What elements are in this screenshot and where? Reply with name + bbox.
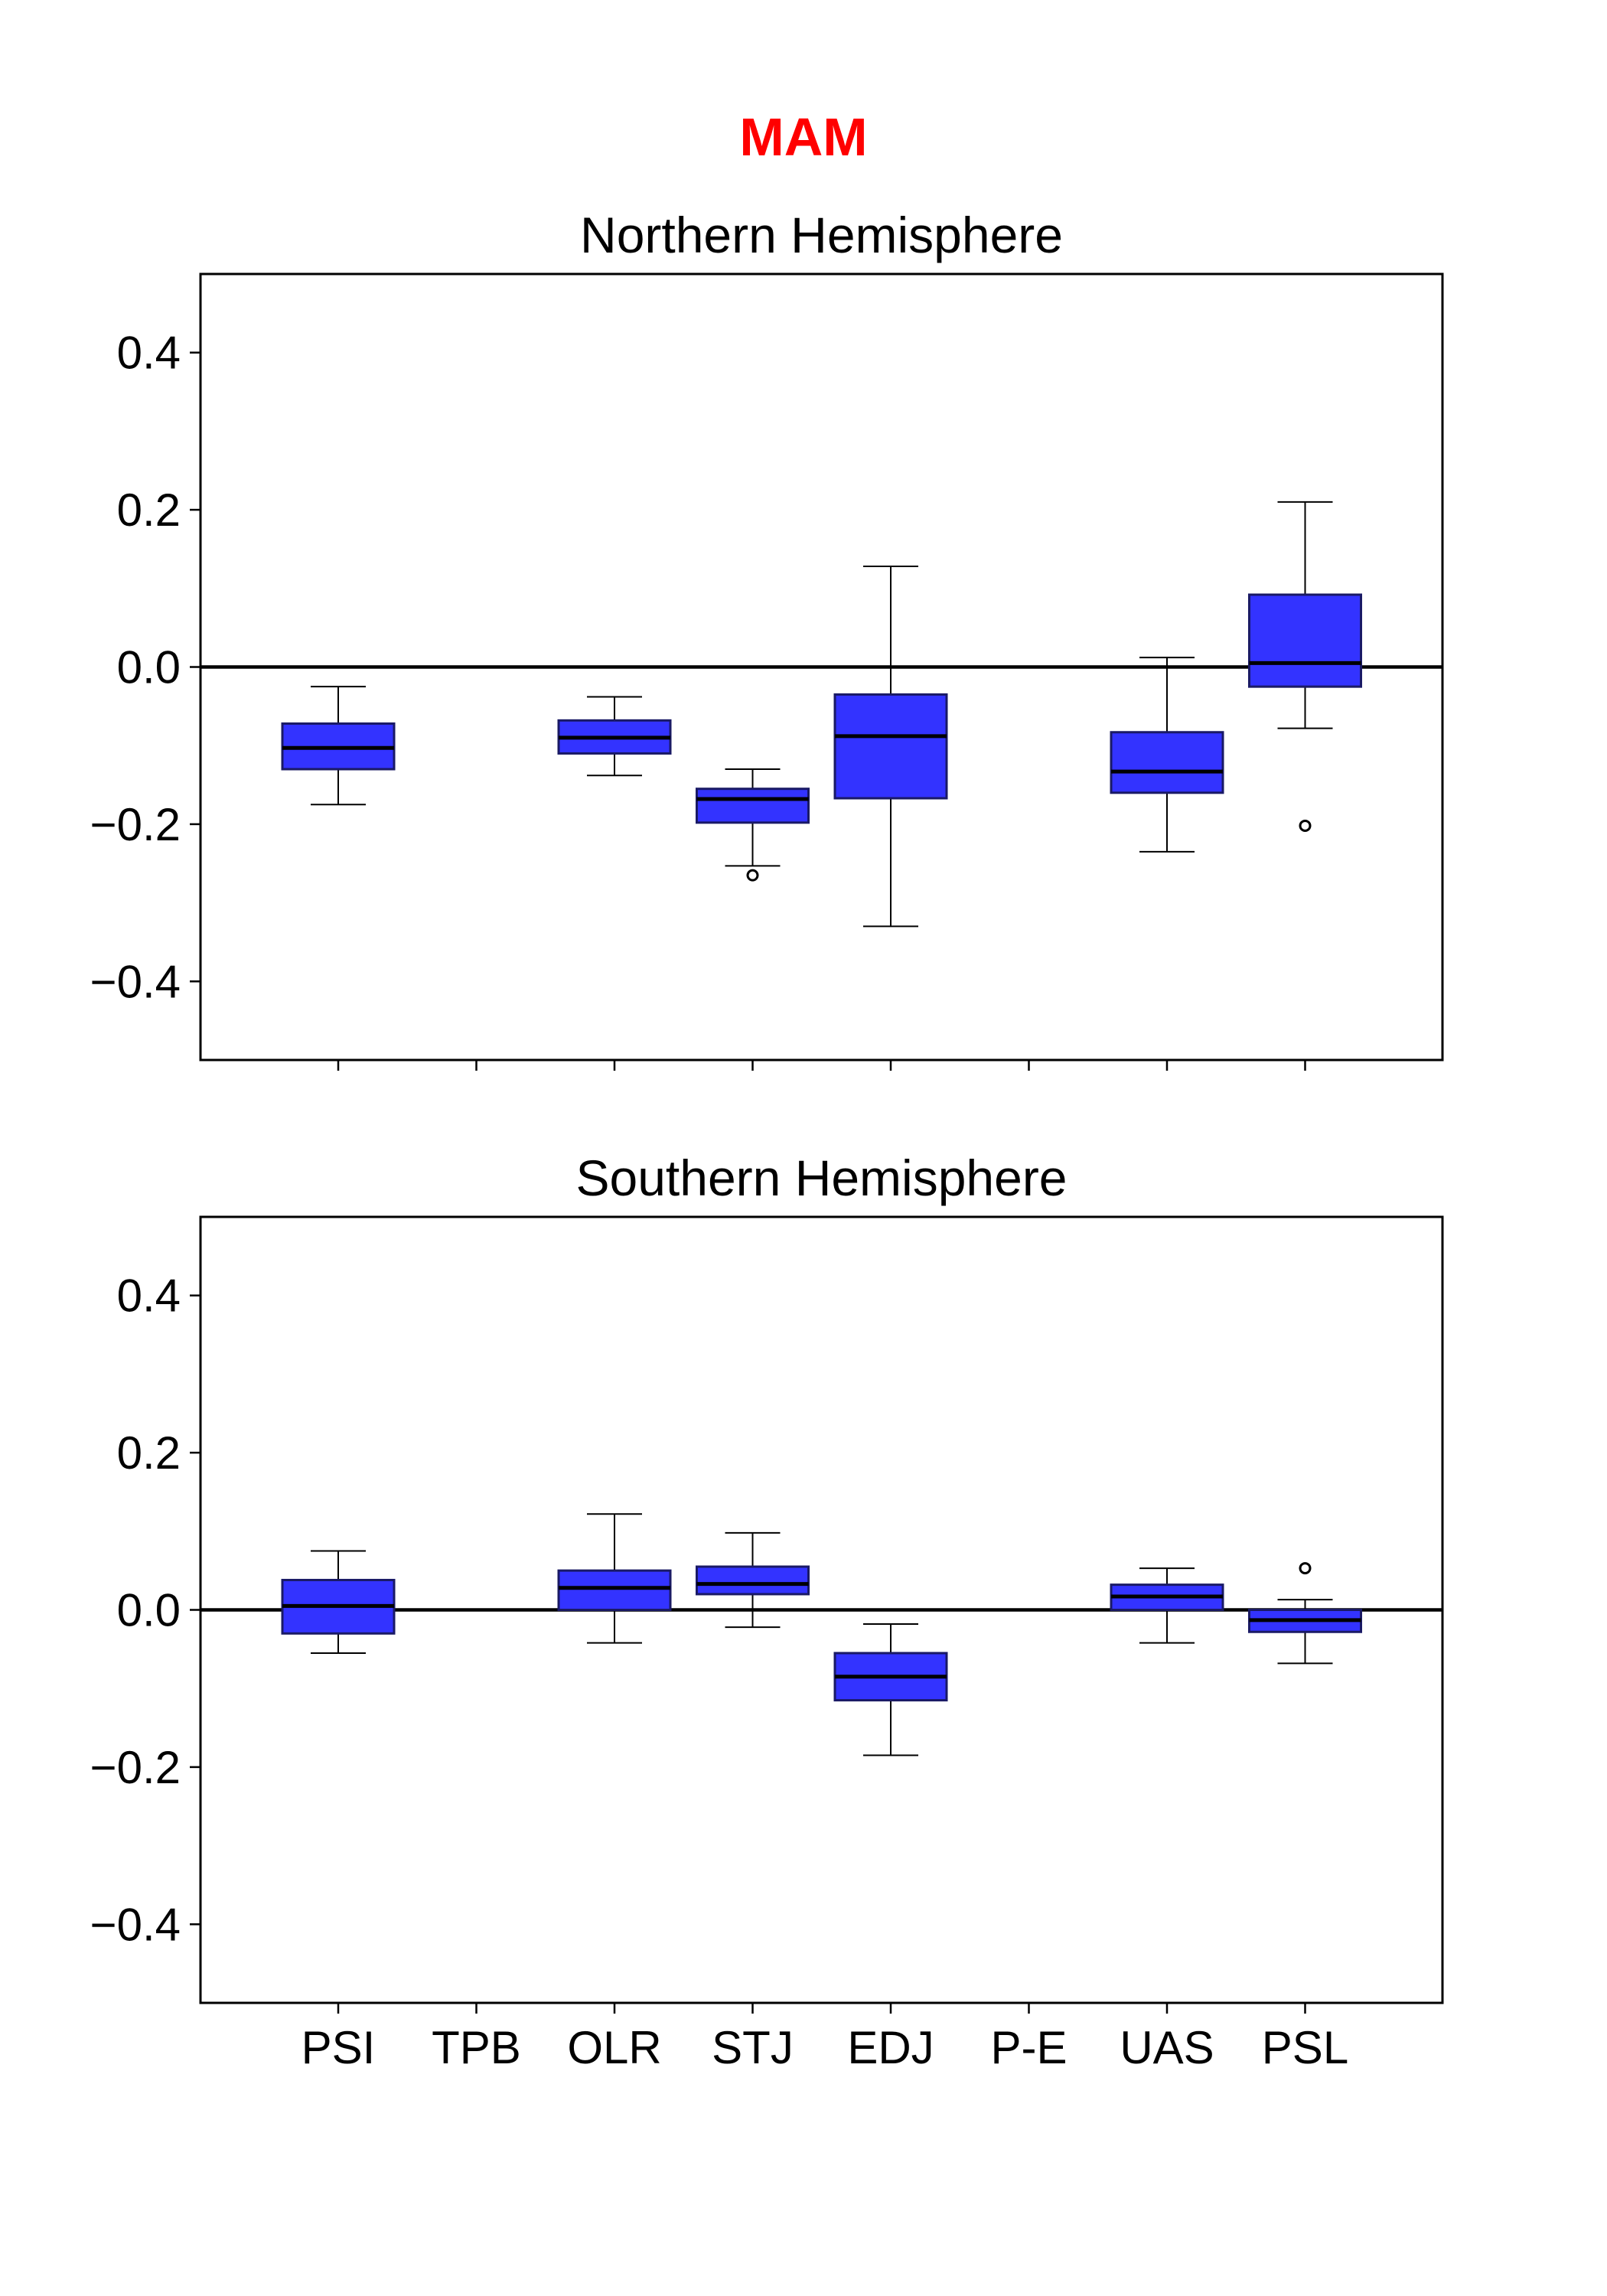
y-tick-label: −0.4 [90,1899,181,1950]
x-tick-label-edj: EDJ [847,2022,934,2073]
box-psl [1248,501,1362,832]
box-olr [557,696,672,777]
y-tick-label: 0.4 [117,328,181,379]
y-tick-label: 0.2 [117,484,181,536]
panel-southern-hemisphere: Southern Hemisphere −0.4 −0.2 0.0 0.2 0.4 PSI T… [90,1150,1444,2073]
outlier-point [746,869,759,882]
y-tick-label: −0.4 [90,956,181,1007]
y-tick-label: 0.2 [117,1427,181,1479]
box-iqr [833,693,948,800]
y-tick-label: −0.2 [90,799,181,850]
box-iqr [696,1565,810,1596]
box-olr [557,1513,672,1644]
x-tick-label-psi: PSI [302,2022,376,2073]
outlier-point [1299,819,1312,832]
box-psi [281,686,396,806]
x-tick-label-stj: STJ [712,2022,794,2073]
x-tick-label-psl: PSL [1262,2022,1348,2073]
box-uas [1110,1567,1224,1644]
y-tick-label: 0.0 [117,1585,181,1636]
box-uas [1110,657,1224,853]
box-iqr [696,788,810,824]
x-tick-label-p-e: P-E [990,2022,1067,2073]
y-tick-label: 0.4 [117,1270,181,1322]
box-psl [1248,1562,1362,1665]
y-tick-label: −0.2 [90,1742,181,1793]
panel-northern-hemisphere: Northern Hemisphere −0.4 −0.2 0.0 0.2 0.4 [90,207,1444,1071]
x-tick-label-uas: UAS [1120,2022,1214,2073]
figure-suptitle: MAM [739,107,867,167]
box-edj [833,566,948,928]
box-iqr [1110,731,1224,794]
y-tick-label: 0.0 [117,642,181,693]
outlier-point [1299,1562,1312,1575]
box-stj [696,768,810,882]
box-iqr [557,1569,672,1611]
x-tick-label-tpb: TPB [432,2022,521,2073]
box-psi [281,1550,396,1654]
box-iqr [1248,593,1362,688]
axes-frame [199,1215,1444,2004]
box-stj [696,1531,810,1629]
panel-title: Northern Hemisphere [580,207,1063,263]
panel-title: Southern Hemisphere [575,1150,1067,1206]
axes-frame [199,272,1444,1062]
box-edj [833,1623,948,1756]
x-tick-label-olr: OLR [567,2022,661,2073]
